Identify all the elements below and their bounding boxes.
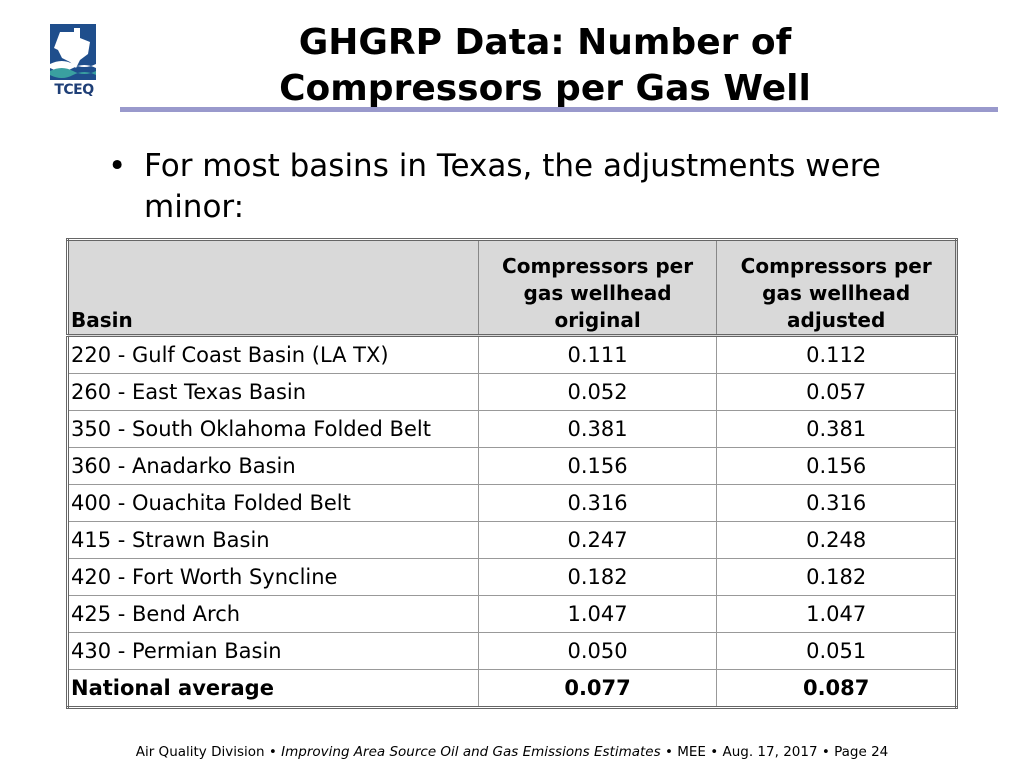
cell-original: 0.381 <box>477 410 718 448</box>
cell-original: 0.077 <box>477 669 718 708</box>
cell-basin: 400 - Ouachita Folded Belt <box>67 484 479 522</box>
cell-adjusted: 0.112 <box>716 335 957 374</box>
cell-basin: 415 - Strawn Basin <box>67 521 479 559</box>
table-row: 350 - South Oklahoma Folded Belt 0.381 0… <box>67 410 957 448</box>
cell-adjusted: 0.182 <box>716 558 957 596</box>
cell-basin: National average <box>67 669 479 708</box>
slide-title: GHGRP Data: Number of Compressors per Ga… <box>200 20 890 112</box>
footer-separator: • <box>664 744 673 760</box>
bullet-text: For most basins in Texas, the adjustment… <box>144 148 881 225</box>
footer-division: Air Quality Division <box>135 744 265 760</box>
table-row: 220 - Gulf Coast Basin (LA TX) 0.111 0.1… <box>67 335 957 374</box>
cell-original: 0.316 <box>477 484 718 522</box>
title-line-2: Compressors per Gas Well <box>279 68 811 109</box>
cell-basin: 220 - Gulf Coast Basin (LA TX) <box>67 335 479 374</box>
tceq-logo: TCEQ <box>50 24 98 104</box>
cell-original: 0.156 <box>477 447 718 485</box>
slide-footer: Air Quality Division • Improving Area So… <box>0 744 1024 760</box>
cell-basin: 260 - East Texas Basin <box>67 373 479 411</box>
table-row: 430 - Permian Basin 0.050 0.051 <box>67 632 957 670</box>
title-line-1: GHGRP Data: Number of <box>298 22 792 63</box>
table-row: 420 - Fort Worth Syncline 0.182 0.182 <box>67 558 957 596</box>
logo-text: TCEQ <box>54 82 94 98</box>
header-adjusted: Compressors per gas wellhead adjusted <box>716 239 957 336</box>
footer-page: Page 24 <box>834 744 889 760</box>
bullet-icon: • <box>108 148 127 184</box>
cell-adjusted: 0.381 <box>716 410 957 448</box>
table-row: 360 - Anadarko Basin 0.156 0.156 <box>67 447 957 485</box>
cell-adjusted: 0.087 <box>716 669 957 708</box>
cell-basin: 425 - Bend Arch <box>67 595 479 633</box>
table-row: 400 - Ouachita Folded Belt 0.316 0.316 <box>67 484 957 522</box>
cell-original: 0.182 <box>477 558 718 596</box>
cell-adjusted: 1.047 <box>716 595 957 633</box>
cell-original: 0.247 <box>477 521 718 559</box>
cell-basin: 360 - Anadarko Basin <box>67 447 479 485</box>
title-underline <box>120 107 998 112</box>
table-row: 260 - East Texas Basin 0.052 0.057 <box>67 373 957 411</box>
footer-separator: • <box>821 744 830 760</box>
cell-basin: 350 - South Oklahoma Folded Belt <box>67 410 479 448</box>
header-original: Compressors per gas wellhead original <box>477 239 718 336</box>
cell-adjusted: 0.248 <box>716 521 957 559</box>
cell-adjusted: 0.051 <box>716 632 957 670</box>
table-row: 415 - Strawn Basin 0.247 0.248 <box>67 521 957 559</box>
cell-original: 0.111 <box>477 335 718 374</box>
cell-adjusted: 0.057 <box>716 373 957 411</box>
table-total-row: National average 0.077 0.087 <box>67 669 957 708</box>
footer-event: MEE <box>677 744 706 760</box>
header-basin: Basin <box>67 239 479 336</box>
cell-original: 1.047 <box>477 595 718 633</box>
footer-date: Aug. 17, 2017 <box>722 744 818 760</box>
cell-original: 0.052 <box>477 373 718 411</box>
footer-project: Improving Area Source Oil and Gas Emissi… <box>281 744 661 760</box>
table-header-row: Basin Compressors per gas wellhead origi… <box>67 239 957 336</box>
table-row: 425 - Bend Arch 1.047 1.047 <box>67 595 957 633</box>
footer-separator: • <box>268 744 277 760</box>
texas-map-logo-icon <box>50 24 96 80</box>
cell-basin: 420 - Fort Worth Syncline <box>67 558 479 596</box>
cell-basin: 430 - Permian Basin <box>67 632 479 670</box>
compressors-table: Basin Compressors per gas wellhead origi… <box>66 238 958 709</box>
cell-adjusted: 0.156 <box>716 447 957 485</box>
cell-original: 0.050 <box>477 632 718 670</box>
cell-adjusted: 0.316 <box>716 484 957 522</box>
footer-separator: • <box>710 744 719 760</box>
